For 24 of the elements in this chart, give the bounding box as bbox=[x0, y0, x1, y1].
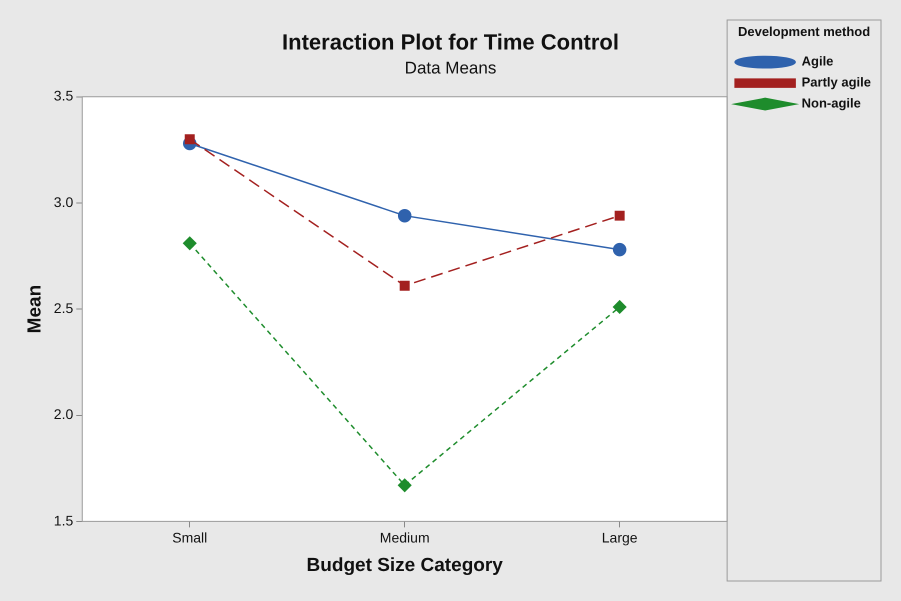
x-tick-label: Small bbox=[172, 530, 208, 546]
y-tick-label: 2.0 bbox=[54, 406, 74, 422]
y-tick-label: 2.5 bbox=[54, 300, 74, 316]
legend-title: Development method bbox=[738, 24, 870, 40]
point bbox=[612, 242, 626, 256]
point bbox=[184, 134, 195, 144]
chart-title: Interaction Plot for Time Control bbox=[282, 29, 619, 54]
y-tick-label: 3.0 bbox=[54, 194, 74, 210]
point bbox=[614, 210, 625, 221]
y-tick-label: 1.5 bbox=[54, 512, 74, 528]
legend-label: Partly agile bbox=[802, 74, 872, 90]
legend-label: Non-agile bbox=[802, 96, 861, 111]
point bbox=[612, 300, 626, 314]
point bbox=[400, 280, 410, 291]
legend-label: Agile bbox=[802, 54, 834, 69]
y-tick-label: 3.5 bbox=[54, 88, 74, 104]
x-tick-label: Medium bbox=[380, 530, 430, 546]
x-tick-label: Large bbox=[602, 530, 638, 546]
y-axis-title: Mean bbox=[24, 284, 46, 334]
point bbox=[398, 478, 412, 492]
point bbox=[182, 236, 196, 250]
x-axis-title: Budget Size Category bbox=[306, 554, 504, 576]
point bbox=[398, 208, 412, 222]
chart-subtitle: Data Means bbox=[404, 58, 496, 78]
